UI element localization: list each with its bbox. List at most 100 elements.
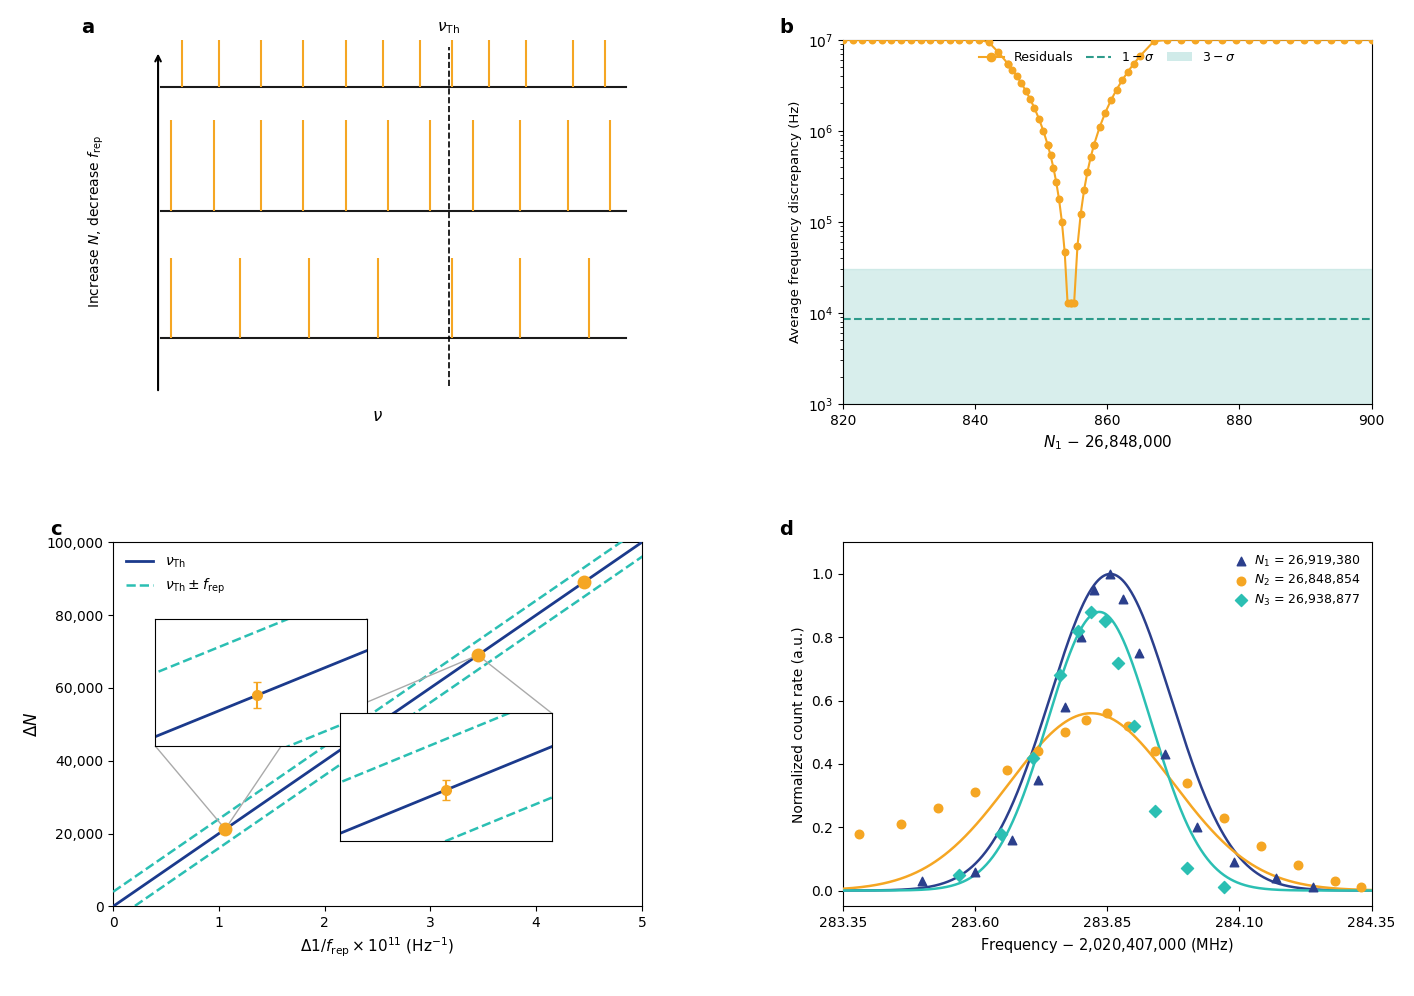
Point xyxy=(880,32,902,48)
$N_1$ = 26,919,380 xyxy=(1127,645,1150,661)
$N_2$ = 26,848,854 xyxy=(1212,810,1234,826)
Point xyxy=(851,32,874,48)
Point xyxy=(1045,174,1068,190)
$N_1$ = 26,919,380 xyxy=(1223,854,1246,870)
Point xyxy=(1111,72,1134,88)
Y-axis label: Average frequency discrepancy (Hz): Average frequency discrepancy (Hz) xyxy=(789,101,802,343)
Point xyxy=(1184,32,1206,48)
Y-axis label: Increase $N$, decrease $f_\mathrm{rep}$: Increase $N$, decrease $f_\mathrm{rep}$ xyxy=(86,135,106,309)
Point xyxy=(1069,205,1092,221)
$N_3$ = 26,938,877 xyxy=(1212,879,1234,895)
$N_1$ = 26,919,380 xyxy=(911,873,933,889)
Point xyxy=(1063,295,1086,311)
Point xyxy=(1123,56,1145,72)
Point xyxy=(1128,48,1151,64)
Point xyxy=(1094,105,1117,121)
Point xyxy=(1028,111,1051,126)
Point xyxy=(861,32,884,48)
Point xyxy=(1198,32,1220,48)
Point xyxy=(1307,32,1329,48)
$N_3$ = 26,938,877 xyxy=(1144,804,1167,820)
$N_2$ = 26,848,854 xyxy=(1287,858,1309,873)
Point xyxy=(1039,147,1062,163)
Point xyxy=(1117,64,1140,80)
Point xyxy=(1225,32,1247,48)
$N_1$ = 26,919,380 xyxy=(1027,772,1049,788)
Point xyxy=(1346,32,1369,48)
Point xyxy=(1266,32,1288,48)
Point xyxy=(1251,32,1274,48)
Point xyxy=(1237,32,1260,48)
$N_1$ = 26,919,380 xyxy=(1053,699,1076,715)
Point xyxy=(1079,149,1102,165)
Legend: $N_1$ = 26,919,380, $N_2$ = 26,848,854, $N_3$ = 26,938,877: $N_1$ = 26,919,380, $N_2$ = 26,848,854, … xyxy=(1229,549,1366,613)
X-axis label: $\nu$: $\nu$ xyxy=(372,406,383,424)
Point xyxy=(871,32,894,48)
X-axis label: Frequency $-$ 2,020,407,000 (MHz): Frequency $-$ 2,020,407,000 (MHz) xyxy=(980,935,1234,954)
$N_1$ = 26,919,380 xyxy=(1099,566,1121,582)
$N_1$ = 26,919,380 xyxy=(964,864,987,879)
Point xyxy=(1143,33,1165,49)
Legend: $\nu_\mathrm{Th}$, $\nu_\mathrm{Th} \pm f_\mathrm{rep}$: $\nu_\mathrm{Th}$, $\nu_\mathrm{Th} \pm … xyxy=(120,549,230,602)
$N_1$ = 26,919,380 xyxy=(1154,746,1176,762)
Point xyxy=(1032,123,1055,138)
$N_1$ = 26,919,380 xyxy=(1302,879,1325,895)
Point xyxy=(1059,295,1082,311)
Text: b: b xyxy=(779,18,793,37)
Text: d: d xyxy=(779,521,793,540)
Point xyxy=(1014,83,1036,99)
$N_1$ = 26,919,380 xyxy=(1083,582,1106,598)
Point xyxy=(1018,91,1041,107)
Point xyxy=(909,32,932,48)
X-axis label: $\Delta 1/f_\mathrm{rep} \times 10^{11}$ (Hz$^{-1}$): $\Delta 1/f_\mathrm{rep} \times 10^{11}$… xyxy=(300,935,455,959)
Point xyxy=(1036,136,1059,152)
$N_2$ = 26,848,854 xyxy=(1175,775,1198,791)
$N_1$ = 26,919,380 xyxy=(1001,832,1024,848)
Point xyxy=(1056,295,1079,311)
Y-axis label: Normalized count rate (a.u.): Normalized count rate (a.u.) xyxy=(792,626,806,823)
Point xyxy=(939,32,962,48)
$N_2$ = 26,848,854 xyxy=(1096,705,1118,721)
Point xyxy=(1005,68,1028,84)
Point xyxy=(967,32,990,48)
Point xyxy=(1106,82,1128,98)
$N_3$ = 26,938,877 xyxy=(1022,750,1045,766)
Point xyxy=(997,56,1019,72)
$N_2$ = 26,848,854 xyxy=(995,762,1018,778)
Text: $\nu_{\rm Th}$: $\nu_{\rm Th}$ xyxy=(437,21,461,36)
Point xyxy=(1066,238,1089,254)
$N_3$ = 26,938,877 xyxy=(1066,622,1089,638)
Point xyxy=(1083,136,1106,152)
Text: a: a xyxy=(82,18,95,37)
Point xyxy=(977,34,1000,50)
Point xyxy=(957,32,980,48)
Point xyxy=(1036,136,1059,152)
Point xyxy=(997,56,1019,72)
Bar xyxy=(843,270,1372,404)
Point xyxy=(899,32,922,48)
Point xyxy=(1059,295,1082,311)
Point xyxy=(831,32,854,48)
Point xyxy=(841,32,864,48)
Point xyxy=(1053,244,1076,260)
Point xyxy=(1048,191,1070,207)
X-axis label: $N_1$ $-$ 26,848,000: $N_1$ $-$ 26,848,000 xyxy=(1042,433,1172,452)
Point xyxy=(1210,32,1233,48)
Point xyxy=(889,32,912,48)
$N_1$ = 26,919,380 xyxy=(1186,820,1209,836)
$N_3$ = 26,938,877 xyxy=(1080,604,1103,620)
Point xyxy=(1024,101,1046,117)
Point xyxy=(949,32,971,48)
Point xyxy=(1169,32,1192,48)
Point xyxy=(1333,32,1356,48)
Point xyxy=(1360,32,1383,48)
Y-axis label: $\Delta N$: $\Delta N$ xyxy=(23,711,41,737)
$N_2$ = 26,848,854 xyxy=(889,816,912,832)
Point xyxy=(1292,32,1315,48)
$N_2$ = 26,848,854 xyxy=(1053,724,1076,740)
$N_3$ = 26,938,877 xyxy=(990,826,1012,842)
Point xyxy=(1100,93,1123,109)
Point xyxy=(929,32,952,48)
Point xyxy=(1001,62,1024,78)
$N_2$ = 26,848,854 xyxy=(847,826,870,842)
